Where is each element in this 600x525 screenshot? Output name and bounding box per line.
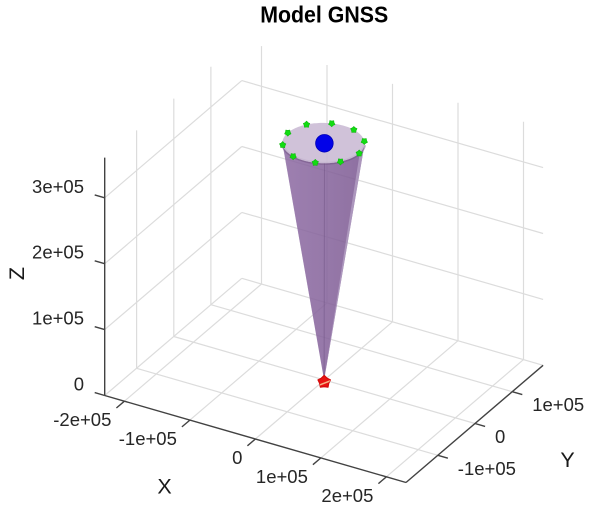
svg-text:-1e+05: -1e+05 <box>119 428 177 449</box>
svg-text:1e+05: 1e+05 <box>532 394 584 415</box>
svg-text:0: 0 <box>495 426 505 447</box>
svg-text:Model GNSS: Model GNSS <box>260 2 388 28</box>
svg-text:1e+05: 1e+05 <box>32 308 84 329</box>
svg-text:0: 0 <box>74 374 84 395</box>
svg-text:0: 0 <box>232 447 242 468</box>
svg-text:2e+05: 2e+05 <box>32 242 84 263</box>
svg-text:Y: Y <box>560 448 574 472</box>
svg-text:1e+05: 1e+05 <box>256 466 308 487</box>
svg-text:2e+05: 2e+05 <box>321 485 373 506</box>
svg-text:-1e+05: -1e+05 <box>458 458 516 479</box>
svg-text:-2e+05: -2e+05 <box>53 409 111 430</box>
svg-text:X: X <box>157 475 171 499</box>
svg-text:3e+05: 3e+05 <box>32 176 84 197</box>
svg-text:Z: Z <box>5 267 29 280</box>
